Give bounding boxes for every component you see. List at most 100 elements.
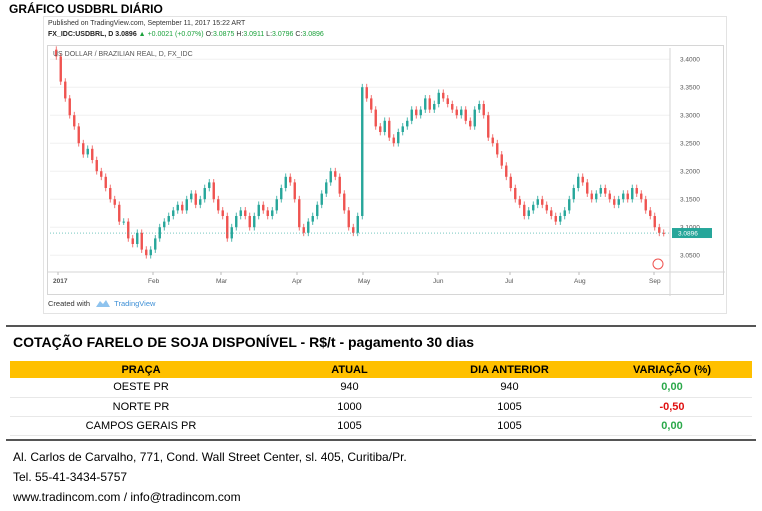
candle-body bbox=[383, 120, 386, 132]
candle-body bbox=[271, 210, 274, 216]
candle-body bbox=[199, 199, 202, 205]
candle-body bbox=[275, 199, 278, 211]
candle-body bbox=[118, 204, 121, 222]
candle-body bbox=[307, 221, 310, 233]
candle-body bbox=[442, 92, 445, 99]
candle-body bbox=[415, 109, 418, 116]
candle-body bbox=[64, 81, 67, 99]
x-tick-label: Apr bbox=[292, 278, 303, 285]
candle-body bbox=[536, 199, 539, 205]
candle-body bbox=[482, 104, 485, 116]
high-label: H: bbox=[236, 31, 244, 38]
candle-body bbox=[613, 199, 616, 205]
candle-body bbox=[617, 199, 620, 205]
candle-body bbox=[59, 56, 62, 82]
candle-body bbox=[167, 216, 170, 222]
candle-body bbox=[590, 193, 593, 200]
candle-body bbox=[253, 216, 256, 228]
candle-body bbox=[226, 216, 229, 239]
candle-body bbox=[77, 126, 80, 144]
candle-body bbox=[334, 171, 337, 177]
candle-body bbox=[302, 227, 305, 233]
table-header-row: PRAÇA ATUAL DIA ANTERIOR VARIAÇÃO (%) bbox=[10, 361, 752, 378]
candle-body bbox=[361, 87, 364, 216]
header-atual: ATUAL bbox=[272, 361, 427, 378]
y-tick-label: 3.3000 bbox=[680, 113, 700, 120]
candle-body bbox=[640, 193, 643, 200]
divider bbox=[6, 439, 756, 441]
candle-body bbox=[635, 188, 638, 194]
candle-body bbox=[532, 204, 535, 211]
candle-body bbox=[491, 137, 494, 144]
candle-body bbox=[446, 98, 449, 104]
candle-body bbox=[154, 238, 157, 250]
credit-line: Created with TradingView bbox=[48, 299, 155, 308]
footer-phone: Tel. 55-41-3434-5757 bbox=[13, 470, 128, 484]
candle-body bbox=[478, 104, 481, 110]
candle-body bbox=[181, 204, 184, 211]
candle-body bbox=[104, 176, 107, 188]
candle-body bbox=[356, 216, 359, 233]
candle-body bbox=[505, 165, 508, 177]
candle-body bbox=[433, 104, 436, 110]
candle-body bbox=[95, 160, 98, 172]
low-value: 3.0796 bbox=[272, 31, 294, 38]
close-value: 3.0896 bbox=[302, 31, 324, 38]
candle-body bbox=[419, 109, 422, 116]
cell-variacao: 0,00 bbox=[592, 416, 752, 436]
plot-area[interactable]: 3.40003.35003.30003.25003.20003.15003.10… bbox=[47, 45, 725, 296]
footer-address: Al. Carlos de Carvalho, 771, Cond. Wall … bbox=[13, 450, 407, 464]
candle-body bbox=[82, 143, 85, 155]
candle-body bbox=[190, 193, 193, 200]
candle-body bbox=[428, 98, 431, 110]
candle-body bbox=[212, 182, 215, 200]
candle-body bbox=[370, 98, 373, 110]
candle-body bbox=[194, 193, 197, 205]
cell-anterior: 940 bbox=[427, 378, 592, 398]
candle-body bbox=[581, 176, 584, 183]
header-variacao: VARIAÇÃO (%) bbox=[592, 361, 752, 378]
candle-body bbox=[158, 227, 161, 239]
candle-body bbox=[608, 193, 611, 200]
y-tick-label: 3.3500 bbox=[680, 85, 700, 92]
candle-body bbox=[91, 148, 94, 160]
y-tick-label: 3.2000 bbox=[680, 169, 700, 176]
quote-table: PRAÇA ATUAL DIA ANTERIOR VARIAÇÃO (%) OE… bbox=[10, 361, 752, 436]
candle-body bbox=[221, 210, 224, 216]
tradingview-logo-icon bbox=[96, 300, 111, 307]
candle-body bbox=[541, 199, 544, 205]
cell-variacao: -0,50 bbox=[592, 397, 752, 417]
candle-body bbox=[86, 148, 89, 155]
candle-body bbox=[622, 193, 625, 200]
high-value: 3.0911 bbox=[243, 31, 265, 38]
candle-body bbox=[203, 188, 206, 200]
candlestick-chart: 3.40003.35003.30003.25003.20003.15003.10… bbox=[48, 46, 725, 296]
candle-body bbox=[293, 182, 296, 200]
candle-body bbox=[397, 132, 400, 144]
candle-body bbox=[554, 216, 557, 222]
candle-body bbox=[388, 120, 391, 138]
header-anterior: DIA ANTERIOR bbox=[427, 361, 592, 378]
candle-body bbox=[239, 210, 242, 216]
candle-body bbox=[523, 204, 526, 216]
x-tick-label: Feb bbox=[148, 278, 160, 285]
candle-body bbox=[289, 176, 292, 183]
change-up-icon: ▲ bbox=[138, 31, 146, 38]
candle-body bbox=[109, 188, 112, 200]
candle-body bbox=[55, 49, 58, 57]
candle-body bbox=[73, 115, 76, 127]
candle-body bbox=[568, 199, 571, 211]
brand-name[interactable]: TradingView bbox=[114, 299, 156, 308]
footer-web[interactable]: www.tradincom.com / info@tradincom.com bbox=[13, 490, 241, 504]
candle-body bbox=[325, 182, 328, 194]
candle-body bbox=[437, 92, 440, 104]
candle-body bbox=[599, 188, 602, 194]
candle-body bbox=[145, 249, 148, 256]
candle-body bbox=[563, 210, 566, 216]
candle-body bbox=[185, 199, 188, 211]
candle-body bbox=[280, 188, 283, 200]
cell-variacao: 0,00 bbox=[592, 378, 752, 398]
table-row: CAMPOS GERAIS PR 1005 1005 0,00 bbox=[10, 416, 752, 436]
candle-body bbox=[208, 182, 211, 188]
y-tick-label: 3.0500 bbox=[680, 253, 700, 260]
